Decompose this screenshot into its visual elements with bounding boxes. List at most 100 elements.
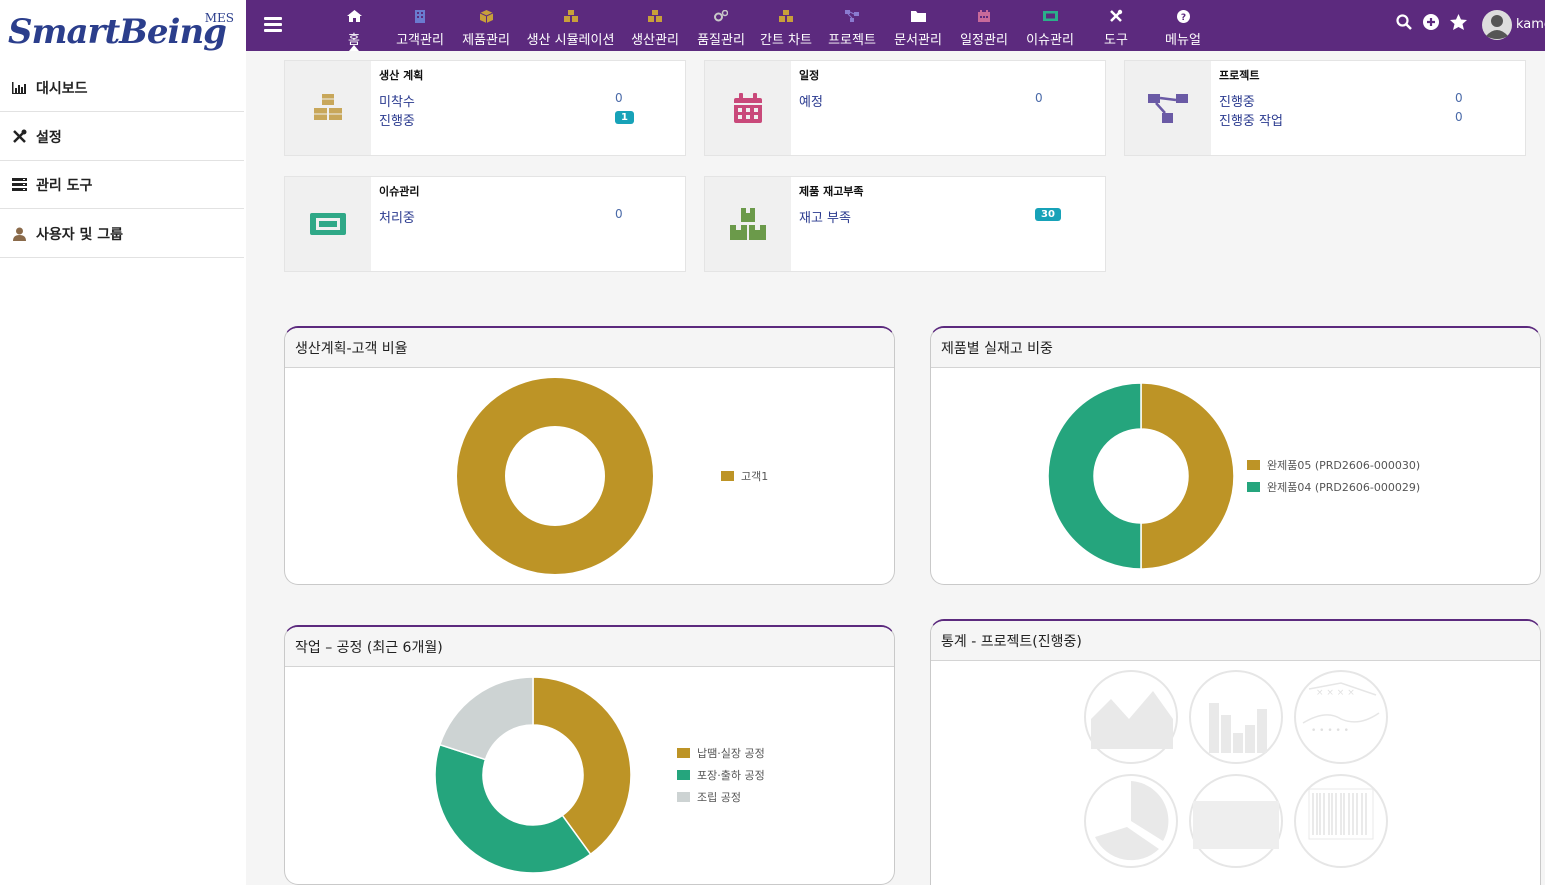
card-row-link[interactable]: 진행중 작업 — [1219, 114, 1283, 129]
donut-slice[interactable] — [1047, 382, 1142, 570]
tools-icon — [1109, 9, 1123, 23]
search-icon[interactable] — [1396, 14, 1412, 34]
card-row-link[interactable]: 진행중 — [1219, 95, 1255, 110]
nav-label: 메뉴얼 — [1165, 33, 1201, 48]
card-row: 처리중 0 — [379, 207, 669, 226]
nav-label: 도구 — [1104, 33, 1128, 48]
sidebar-item-label: 관리 도구 — [36, 177, 93, 194]
donut-slice[interactable] — [532, 676, 632, 856]
card-row-link[interactable]: 처리중 — [379, 211, 415, 226]
count-badge: 30 — [1035, 208, 1061, 221]
card-row-value: 0 — [1455, 110, 1463, 124]
nav-label: 일정관리 — [960, 33, 1008, 48]
empty-chart-placeholder: × × × × • • • • • — [1084, 670, 1388, 868]
card-row-link[interactable]: 진행중 — [379, 114, 415, 129]
nav-production[interactable]: 생산관리 — [629, 0, 681, 51]
card-row-link[interactable]: 재고 부족 — [799, 211, 851, 226]
avatar[interactable] — [1482, 10, 1512, 44]
nav-projects[interactable]: 프로젝트 — [826, 0, 878, 51]
user-name[interactable]: kame — [1516, 17, 1545, 32]
tools-icon — [10, 129, 28, 145]
legend-swatch — [677, 770, 690, 780]
card-row-value: 0 — [1455, 91, 1463, 105]
sidebar-item-settings[interactable]: 설정 — [0, 113, 244, 161]
nav-products[interactable]: 제품관리 — [460, 0, 512, 51]
star-icon[interactable] — [1450, 14, 1467, 34]
nav-quality[interactable]: 품질관리 — [695, 0, 747, 51]
card-title: 일정 — [799, 69, 820, 82]
cogs-icon — [714, 9, 728, 23]
home-icon — [346, 9, 362, 23]
card-row-value: 0 — [615, 91, 623, 105]
server-icon — [10, 177, 28, 193]
question-icon: ? — [1176, 9, 1190, 23]
sitemap-icon — [1125, 61, 1211, 155]
donut-slice[interactable] — [457, 378, 653, 574]
card-title: 프로젝트 — [1219, 69, 1260, 82]
nav-documents[interactable]: 문서관리 — [892, 0, 944, 51]
nav-home[interactable]: 홈 — [341, 0, 367, 51]
sidebar-item-dashboard[interactable]: 대시보드 — [0, 64, 244, 112]
card-title: 이슈관리 — [379, 185, 420, 198]
nav-schedule[interactable]: 일정관리 — [958, 0, 1010, 51]
menu-toggle-icon[interactable] — [264, 17, 282, 33]
card-stock-shortage: 제품 재고부족 재고 부족 30 — [704, 176, 1106, 272]
panel-product-stock-share: 제품별 실재고 비중 완제품05 (PRD2606-000030) 완제품04 (… — [930, 326, 1541, 585]
sidebar: SmartBeing MES 대시보드 설정 관리 도구 사용자 및 그룹 — [0, 0, 246, 885]
sidebar-item-label: 사용자 및 그룹 — [36, 226, 124, 243]
card-row: 미착수 0 — [379, 91, 669, 110]
sitemap-icon — [845, 9, 859, 23]
nav-label: 고객관리 — [396, 33, 444, 48]
nav-production-simulation[interactable]: 생산 시뮬레이션 — [526, 0, 615, 51]
panel-title: 제품별 실재고 비중 — [931, 328, 1540, 368]
legend-label[interactable]: 완제품05 (PRD2606-000030) — [1267, 459, 1420, 472]
nav-label: 생산 시뮬레이션 — [526, 33, 615, 48]
sidebar-item-admin-tools[interactable]: 관리 도구 — [0, 161, 244, 209]
donut-slice[interactable] — [1140, 382, 1235, 570]
nav-gantt[interactable]: 간트 차트 — [760, 0, 812, 51]
nav-tools[interactable]: 도구 — [1103, 0, 1129, 51]
boxes-icon — [705, 177, 791, 271]
legend-label[interactable]: 납땜·실장 공정 — [697, 747, 765, 760]
donut-chart: 고객1 — [457, 378, 768, 574]
sidebar-item-users-groups[interactable]: 사용자 및 그룹 — [0, 210, 244, 258]
calendar-icon — [705, 61, 791, 155]
scatter-chart-placeholder-icon: × × × × • • • • • — [1294, 670, 1388, 764]
panel-plan-customer-ratio: 생산계획-고객 비율 고객1 — [284, 326, 895, 585]
cubes-icon — [779, 9, 793, 23]
card-row-value: 0 — [615, 207, 623, 221]
card-row: 진행중 작업 0 — [1219, 110, 1509, 129]
top-navbar: 홈 고객관리 제품관리 생산 시뮬레이션 생산관리 품질관리 간트 차트 프로젝… — [246, 0, 1545, 51]
nav-label: 홈 — [348, 33, 360, 48]
add-icon[interactable] — [1423, 14, 1439, 34]
cubes-icon — [648, 9, 662, 23]
calendar-icon — [978, 9, 990, 23]
panel-work-process: 작업 – 공정 (최근 6개월) 납땜·실장 공정 포장·출하 공정 조립 공정 — [284, 625, 895, 885]
nav-manual[interactable]: ? 메뉴얼 — [1163, 0, 1203, 51]
nav-label: 품질관리 — [697, 33, 745, 48]
legend-swatch — [1247, 482, 1260, 492]
panel-title: 통계 - 프로젝트(진행중) — [931, 621, 1540, 661]
legend-label[interactable]: 조립 공정 — [697, 791, 741, 804]
building-icon — [415, 9, 425, 23]
card-issues: 이슈관리 처리중 0 — [284, 176, 686, 272]
donut-slice[interactable] — [438, 676, 534, 761]
sidebar-item-label: 대시보드 — [36, 80, 88, 97]
cube-icon — [479, 9, 493, 23]
card-production-plan: 생산 계획 미착수 0 진행중 1 — [284, 60, 686, 156]
nav-label: 간트 차트 — [760, 33, 812, 48]
legend-label[interactable]: 포장·출하 공정 — [697, 768, 765, 782]
nav-issues[interactable]: 이슈관리 — [1024, 0, 1076, 51]
logo[interactable]: SmartBeing MES — [8, 8, 238, 58]
panel-title: 생산계획-고객 비율 — [285, 328, 894, 368]
legend-label[interactable]: 완제품04 (PRD2606-000029) — [1267, 481, 1420, 494]
ticket-icon — [285, 177, 371, 271]
nav-customers[interactable]: 고객관리 — [394, 0, 446, 51]
donut-slice[interactable] — [434, 743, 592, 874]
card-title: 생산 계획 — [379, 69, 424, 82]
sidebar-item-label: 설정 — [36, 129, 62, 146]
card-row-link[interactable]: 미착수 — [379, 95, 415, 110]
card-row-link[interactable]: 예정 — [799, 95, 823, 110]
legend-label[interactable]: 고객1 — [741, 470, 768, 483]
